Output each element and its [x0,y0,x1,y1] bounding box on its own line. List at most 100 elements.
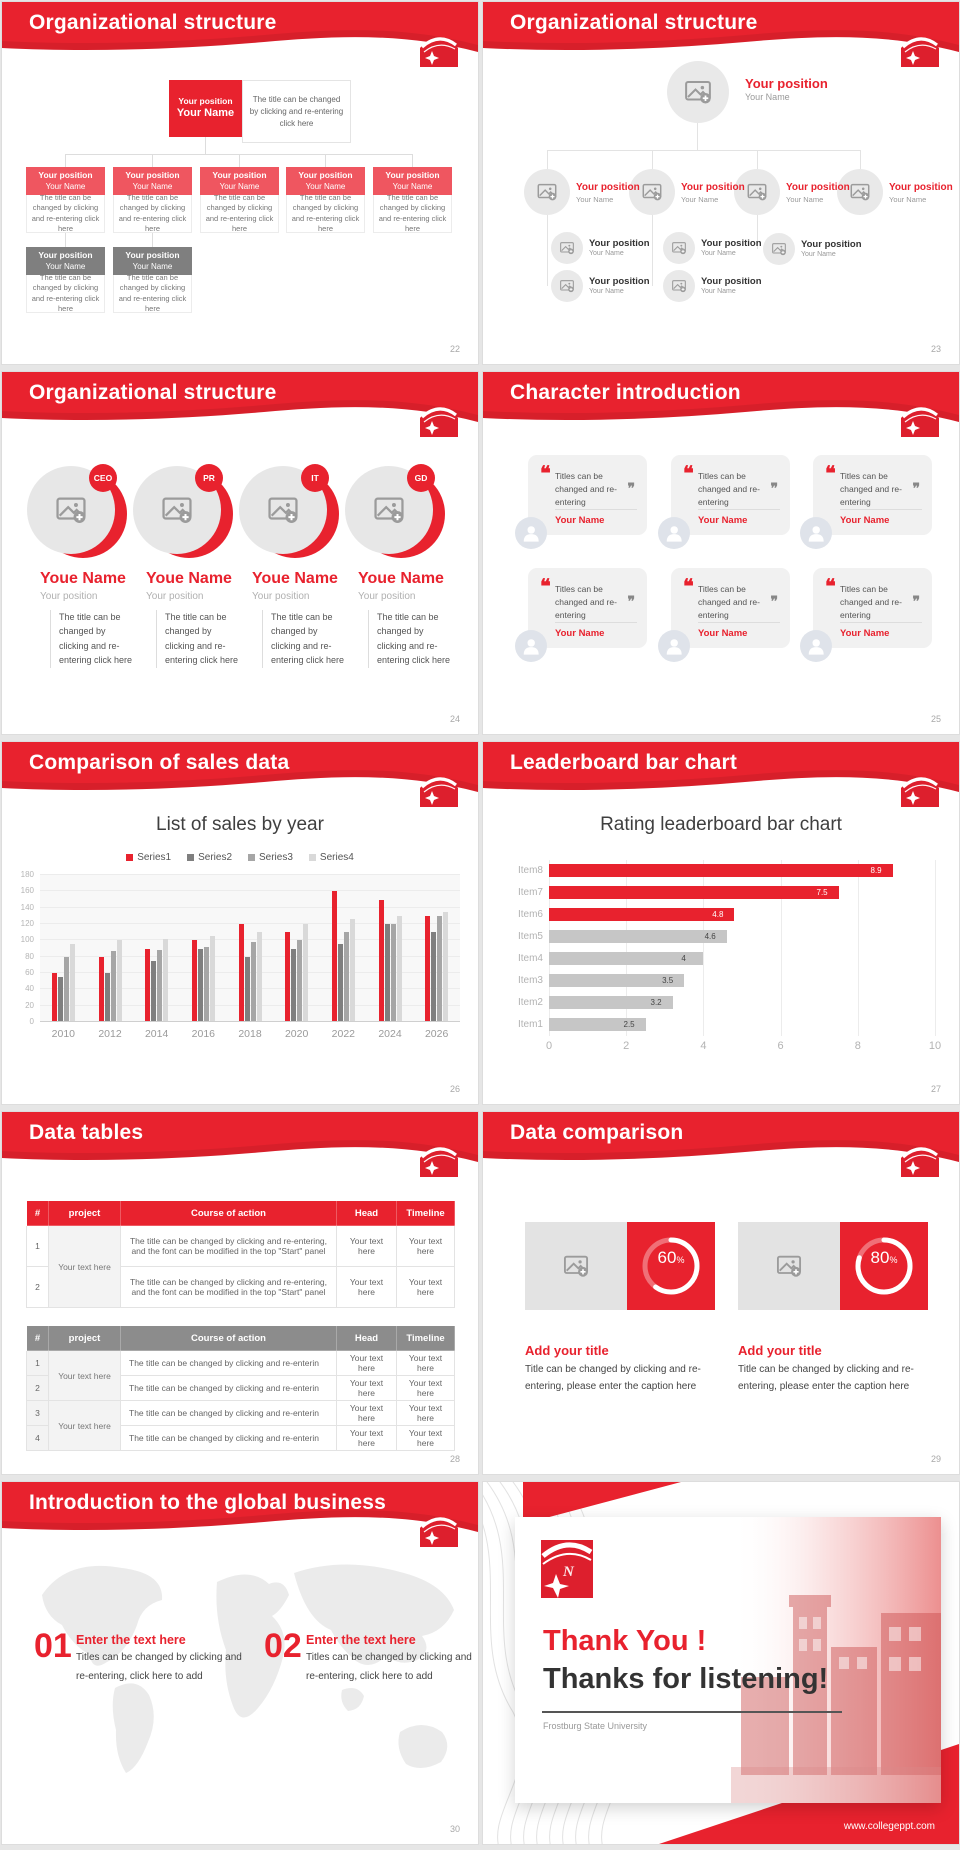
chart-bar [63,956,69,1022]
data-table-red: # project Course of action Head Timeline 1 Y… [26,1200,455,1308]
slide-30-global-business[interactable]: Introduction to the global business 01 E… [2,1482,478,1844]
bar-value-label: 3.5 [662,976,674,985]
chart-bar [191,940,197,1022]
member-position: Your position [358,591,416,602]
slide-31-thank-you[interactable]: N Thank You ! Thanks for listening! Fros… [483,1482,959,1844]
chart-bar [291,948,297,1022]
chart-bar [145,948,151,1022]
chart-bar [104,973,110,1022]
page-title: Organizational structure [29,381,277,404]
chart-bar [197,948,203,1022]
slide-banner [483,742,959,806]
photo-placeholder [629,169,675,215]
chart-bar [396,915,402,1022]
data-table-gray: # project Course of action Head Timeline 1 Y… [26,1325,455,1451]
block-caption: Title can be changed by clicking and re-… [738,1364,914,1392]
university-logo-icon [901,773,939,807]
person-avatar-icon [658,517,690,549]
org-node-label: Your position Your Name [681,182,745,204]
legend-item: Series1 [126,852,171,863]
close-quote-icon: ❞ [770,595,778,610]
photo-placeholder [837,169,883,215]
open-quote-icon: ❝ [540,463,551,485]
photo-placeholder [524,169,570,215]
chart-bar [549,864,893,877]
chart-bar [57,977,63,1022]
page-number: 27 [930,1084,941,1094]
chart-bar [549,930,727,943]
slide-25-character-introduction[interactable]: Character introduction ❝ Titles can be ch… [483,372,959,734]
member-name: Youe Name [358,570,444,587]
donut-chart-80: 80% [840,1222,928,1310]
org-box: Your position Your Name [26,167,105,195]
page-number: 30 [449,1824,460,1834]
slide-29-data-comparison[interactable]: Data comparison 60% 80% Add your title A… [483,1112,959,1474]
bar-value-label: 7.5 [816,888,828,897]
university-logo-icon [420,773,458,807]
legend-item: Series3 [248,852,293,863]
member-card: CEO Youe Name Your position The title ca… [26,458,132,688]
person-avatar-icon [800,517,832,549]
slide-22-organizational-structure[interactable]: Organizational structure Your position Y… [2,2,478,364]
donut-percentage: 60% [657,1248,685,1267]
open-quote-icon: ❝ [825,463,836,485]
chart-bar [250,942,256,1022]
slide-27-leaderboard-bar-chart[interactable]: Leaderboard bar chart Rating leaderboard… [483,742,959,1104]
slide-28-data-tables[interactable]: Data tables # project Course of action Head… [2,1112,478,1474]
chart-plot-area: 8.9 7.5 4.8 4.6 4 3.5 3.2 2.5 [549,860,936,1036]
close-quote-icon: ❞ [912,482,920,497]
image-placeholder [525,1222,627,1310]
slide-banner [2,372,478,436]
org-root-box: Your position Your Name [169,80,242,137]
page-number: 23 [930,344,941,354]
org-box-caption: The title can be changed by clicking and… [373,193,452,233]
chart-bar [437,915,443,1022]
org-node-label: Your position Your Name [589,276,650,295]
chart-bar [549,908,735,921]
org-box-caption: The title can be changed by clicking and… [113,273,192,313]
slide-24-organizational-structure[interactable]: Organizational structure CEO Youe Name Y… [2,372,478,734]
block-caption: Title can be changed by clicking and re-… [525,1364,701,1392]
org-box-caption: The title can be changed by clicking and… [26,273,105,313]
x-axis-labels: 0 2 4 6 8 10 [545,1040,942,1052]
chart-legend: Series1 Series2 Series3 Series4 [2,852,478,863]
page-title: Comparison of sales data [29,751,290,774]
chart-bar [303,924,309,1022]
chart-bar [69,944,75,1022]
chart-bar [116,940,122,1022]
page-title: Data tables [29,1121,144,1144]
chart-bar [384,924,390,1022]
svg-text:N: N [562,1564,575,1580]
university-logo-icon [420,1513,458,1547]
photo-placeholder [734,169,780,215]
org-box: Your position Your Name [373,167,452,195]
page-number: 26 [449,1084,460,1094]
quote-card: ❝ Titles can be changed and re-entering ❞ Y… [671,455,790,535]
slide-23-organizational-structure[interactable]: Organizational structure Your position Y… [483,2,959,364]
chart-bar [238,924,244,1022]
university-logo-icon [420,1143,458,1177]
chart-bar [331,891,337,1022]
org-box: Your position Your Name [200,167,279,195]
legend-item: Series4 [308,852,354,863]
chart-bar [349,919,355,1022]
table-row: 1 Your text here The title can be change… [26,1350,455,1401]
x-axis-labels: 2010 2012 2014 2016 2018 2020 2022 2024 2026 [51,1028,449,1040]
chart-bar [157,950,163,1022]
slide-26-comparison-of-sales-data[interactable]: Comparison of sales data List of sales b… [2,742,478,1104]
org-box-caption: The title can be changed by clicking and… [113,193,192,233]
person-avatar-icon [515,630,547,662]
org-node-label: Your position Your Name [589,238,650,257]
open-quote-icon: ❝ [683,463,694,485]
close-quote-icon: ❞ [912,595,920,610]
bar-value-label: 2.5 [623,1020,635,1029]
person-avatar-icon [515,517,547,549]
chart-bar [256,932,262,1022]
page-title: Data comparison [510,1121,684,1144]
thank-you-title: Thank You ! [543,1625,707,1657]
chart-bar [209,936,215,1022]
org-box-caption: The title can be changed by clicking and… [286,193,365,233]
slide-banner [2,1482,478,1546]
org-node-label: Your position Your Name [701,276,762,295]
table-row: 3 Your text here The title can be change… [26,1400,455,1451]
